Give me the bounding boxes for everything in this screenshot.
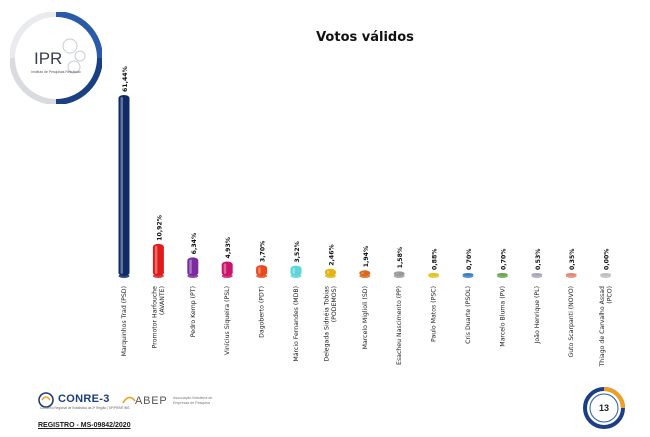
bar-value-label: 3,52% [294, 241, 301, 262]
bar-value-label: 0,70% [466, 249, 473, 270]
category-label: Marcelo Miglioli (SD) [362, 286, 369, 349]
bar-value-label: 1,58% [397, 247, 404, 268]
bar [290, 265, 302, 276]
bar-base [531, 274, 543, 278]
category-label: Pedro Kemp (PT) [190, 286, 197, 337]
category-label: João Henrique (PL) [534, 286, 541, 344]
bar-highlight [223, 263, 227, 274]
category-label: Thiago de Carvalho Assad [599, 286, 606, 368]
bar-value-label: 0,35% [569, 249, 576, 270]
category-label: (PCO) [606, 286, 613, 304]
bar-base [496, 274, 508, 278]
category-label: Márcio Fernandes (MDB) [292, 286, 300, 362]
bar-group: 1,58% Esacheu Nascimento (PP) [393, 247, 405, 365]
category-label: (PODEMOS) [331, 286, 338, 322]
category-label: Delegada Sidnéia Tobias [323, 286, 331, 361]
bar-group: 0,70% Marcelo Bluma (PV) [496, 249, 508, 347]
category-label: Vinícius Siqueira (PSL) [223, 286, 231, 355]
bar-group: 0,53% João Henrique (PL) [531, 249, 543, 344]
bar-group: 0,70% Cris Duarte (PSOL) [462, 249, 474, 344]
category-label: Cris Duarte (PSOL) [465, 286, 472, 344]
bar [221, 261, 233, 276]
bar-group: 2,46% Delegada Sidnéia Tobias (PODEMOS) [323, 244, 339, 361]
bar-base [290, 274, 302, 278]
bar-base [565, 274, 577, 278]
category-label: Promotor Harfouche [152, 286, 159, 349]
category-label: Marquinhos Trad (PSD) [121, 286, 128, 356]
bar-base [393, 274, 405, 278]
logo-text: IPR [34, 49, 62, 68]
bar-value-label: 2,46% [328, 244, 335, 265]
registro-text: REGISTRO - MS-09842/2020 [38, 422, 131, 429]
bar-group: 4,93% Vinícius Siqueira (PSL) [221, 237, 233, 355]
bar-value-label: 0,70% [500, 249, 507, 270]
bar-value-label: 0,53% [535, 249, 542, 270]
conre-logo [38, 392, 54, 408]
bar-base [359, 274, 371, 278]
bar-value-label: 3,70% [260, 241, 267, 262]
category-label: Esacheu Nascimento (PP) [396, 286, 403, 365]
conre-subtitle: Conselho Regional de Estatística da 3ª R… [40, 406, 130, 410]
bar-base [462, 274, 474, 278]
bar-base [187, 274, 199, 278]
bar-highlight [292, 267, 295, 274]
bar-group: 61,44% Marquinhos Trad (PSD) [118, 66, 130, 356]
bar [118, 95, 130, 276]
bar-highlight [258, 267, 261, 274]
bar-base [152, 274, 164, 278]
chart-bars: 61,44% Marquinhos Trad (PSD) 10,92% Promoto… [118, 66, 614, 368]
bar-value-label: 0,88% [432, 249, 439, 270]
bar-value-label: 61,44% [122, 66, 129, 92]
page-number: 13 [598, 403, 609, 413]
bar-value-label: 10,92% [156, 215, 163, 241]
bar-group: 1,94% Marcelo Miglioli (SD) [359, 246, 371, 349]
bar-highlight [361, 272, 364, 274]
bar-highlight [326, 270, 330, 274]
page-badge [583, 387, 625, 429]
bar-value-label: 4,93% [225, 237, 232, 258]
bar [187, 257, 199, 276]
bar-base [256, 274, 268, 278]
bar-base [428, 274, 440, 278]
bar-group: 0,00% Thiago de Carvalho Assad (PCO) [599, 249, 614, 368]
bar-highlight [154, 245, 158, 274]
category-label: Guto Scarpanti (NOVO) [568, 286, 575, 358]
abep-subtitle: Associação Brasileira de Empresas de Pes… [173, 396, 213, 405]
ipr-logo: IPR Instituto de Pesquisas Resultado [10, 12, 102, 104]
bar-base [600, 274, 612, 278]
chart-title: Votos válidos [316, 30, 414, 45]
bar-highlight [189, 259, 192, 274]
bar-group: 0,88% Paulo Matos (PSC) [428, 249, 440, 342]
bar-group: 6,34% Pedro Kemp (PT) [187, 233, 199, 337]
category-label: Dagoberto (PDT) [259, 286, 266, 338]
bar-value-label: 1,94% [363, 246, 370, 267]
bar [256, 265, 268, 276]
bar-value-label: 0,00% [604, 249, 611, 270]
bar-group: 10,92% Promotor Harfouche (AVANTE) [152, 215, 167, 348]
category-label: Paulo Matos (PSC) [431, 286, 438, 342]
abep-name: ABEP [135, 395, 168, 407]
bar-base [118, 274, 130, 278]
bar-group: 3,52% Márcio Fernandes (MDB) [290, 241, 302, 362]
bar-base [324, 274, 336, 278]
category-label: (AVANTE) [159, 286, 166, 315]
bar [324, 268, 336, 276]
bar-base [221, 274, 233, 278]
bar-group: 3,70% Dagoberto (PDT) [256, 241, 268, 338]
bar [152, 243, 164, 276]
conre-name: CONRE-3 [58, 393, 110, 405]
category-label: Marcelo Bluma (PV) [499, 286, 506, 347]
bar-group: 0,35% Guto Scarpanti (NOVO) [565, 249, 577, 358]
bar-value-label: 6,34% [191, 233, 198, 254]
logo-subtitle: Instituto de Pesquisas Resultado [31, 70, 80, 74]
abep-swoosh-icon [122, 396, 136, 404]
bar-highlight [120, 97, 123, 274]
